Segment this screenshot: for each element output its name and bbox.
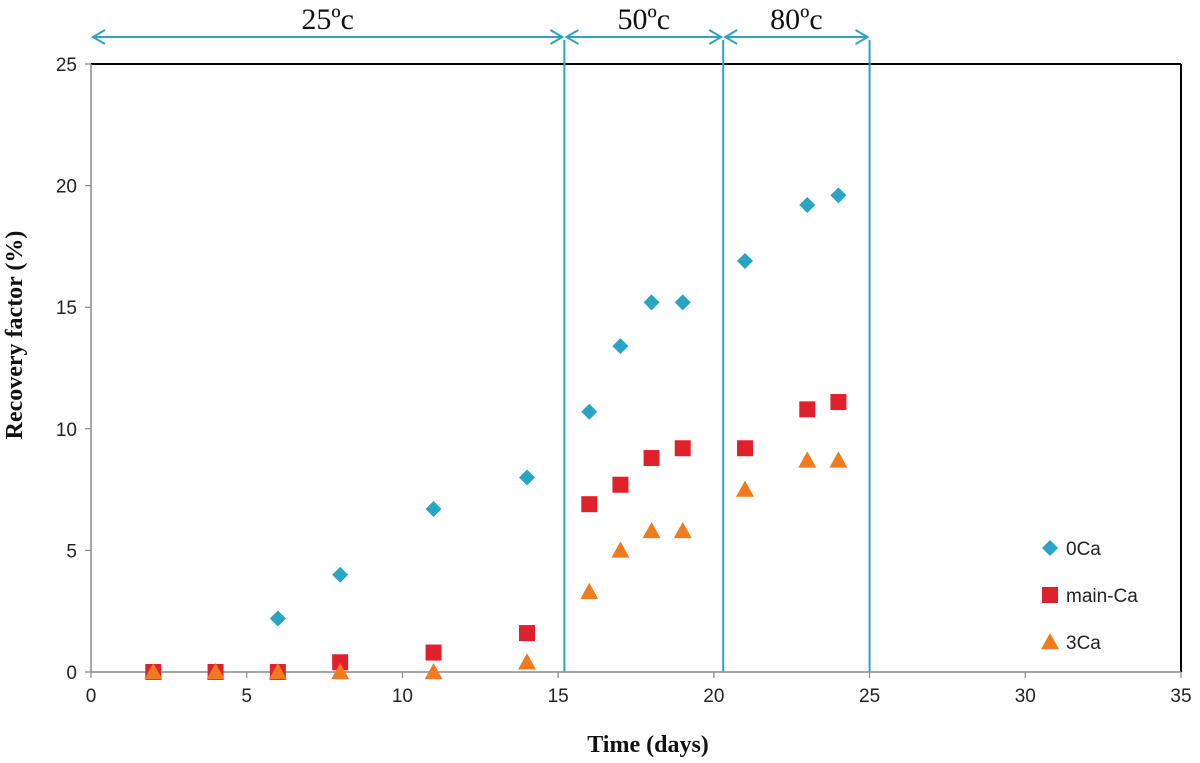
plot-frame bbox=[90, 63, 1182, 673]
legend-marker-diamond bbox=[1042, 540, 1058, 556]
stage-arrow-head-left bbox=[564, 29, 579, 45]
data-point-square bbox=[737, 440, 753, 457]
legend: 0Ca main-Ca 3Ca bbox=[1041, 539, 1138, 654]
stage-arrow-head-right bbox=[549, 29, 565, 45]
data-point-diamond bbox=[425, 501, 442, 518]
stage-arrow-head-right bbox=[855, 29, 870, 45]
temperature-stages: 25ºc 50ºc 80ºc bbox=[91, 3, 871, 672]
data-point-square bbox=[581, 496, 598, 513]
data-points bbox=[144, 187, 848, 680]
data-point-square bbox=[830, 394, 847, 411]
legend-marker-triangle bbox=[1041, 633, 1059, 650]
data-point-square bbox=[612, 476, 629, 493]
series-0ca-points bbox=[269, 187, 847, 627]
legend-label: 3Ca bbox=[1066, 633, 1101, 654]
y-tick-label: 5 bbox=[66, 541, 77, 562]
x-tick-label: 10 bbox=[392, 686, 413, 707]
data-point-triangle bbox=[798, 451, 817, 468]
data-point-diamond bbox=[830, 187, 847, 204]
data-point-square bbox=[674, 440, 691, 457]
data-point-triangle bbox=[424, 663, 443, 680]
series-main-ca-points bbox=[145, 394, 847, 680]
data-point-diamond bbox=[269, 610, 286, 627]
x-axis-ticks: 0 5 10 15 20 25 30 35 bbox=[86, 672, 1192, 707]
x-tick-label: 30 bbox=[1015, 686, 1036, 707]
y-tick-label: 10 bbox=[56, 420, 77, 441]
y-tick-label: 0 bbox=[66, 663, 77, 684]
data-point-square bbox=[519, 625, 535, 642]
data-point-triangle bbox=[580, 582, 599, 599]
stage-arrow-head-left bbox=[91, 29, 106, 45]
y-tick-label: 20 bbox=[56, 177, 77, 198]
x-tick-label: 0 bbox=[86, 686, 97, 707]
x-tick-label: 25 bbox=[859, 686, 880, 707]
data-point-triangle bbox=[518, 653, 536, 670]
data-point-triangle bbox=[642, 521, 661, 539]
stage-arrow-head-right bbox=[708, 29, 724, 45]
data-point-triangle bbox=[144, 663, 163, 680]
data-point-diamond bbox=[737, 252, 753, 269]
y-tick-label: 25 bbox=[56, 55, 77, 76]
data-point-diamond bbox=[799, 197, 816, 214]
data-point-diamond bbox=[674, 294, 691, 311]
data-point-square bbox=[332, 654, 349, 671]
data-point-diamond bbox=[643, 294, 660, 311]
stage-temperature-label: 50ºc bbox=[617, 3, 670, 36]
data-point-diamond bbox=[581, 403, 598, 420]
y-axis-ticks: 0 5 10 15 20 25 bbox=[56, 55, 91, 684]
data-point-square bbox=[425, 644, 442, 661]
y-tick-label: 15 bbox=[56, 298, 77, 319]
x-tick-label: 5 bbox=[241, 686, 252, 707]
data-point-triangle bbox=[206, 663, 225, 680]
data-point-triangle bbox=[611, 541, 630, 558]
data-point-square bbox=[643, 449, 660, 466]
legend-label: main-Ca bbox=[1066, 586, 1138, 607]
data-point-diamond bbox=[332, 566, 349, 583]
data-point-square bbox=[799, 401, 816, 418]
series-3ca-points bbox=[144, 451, 848, 680]
x-tick-label: 15 bbox=[548, 686, 569, 707]
stage-temperature-label: 25ºc bbox=[301, 3, 354, 36]
x-axis-title: Time (days) bbox=[587, 732, 709, 758]
data-point-triangle bbox=[829, 451, 848, 468]
data-point-diamond bbox=[519, 469, 535, 486]
stage-arrow-head-left bbox=[723, 29, 738, 45]
stage-temperature-label: 80ºc bbox=[770, 3, 823, 36]
data-point-triangle bbox=[331, 663, 350, 680]
data-point-triangle bbox=[268, 663, 287, 680]
data-point-triangle bbox=[736, 480, 754, 497]
data-point-diamond bbox=[612, 338, 629, 355]
data-point-triangle bbox=[673, 521, 692, 539]
x-tick-label: 20 bbox=[703, 686, 724, 707]
x-tick-label: 35 bbox=[1170, 686, 1191, 707]
legend-label: 0Ca bbox=[1066, 539, 1101, 560]
y-axis-title: Recovery factor (%) bbox=[2, 231, 28, 440]
legend-marker-square bbox=[1042, 587, 1058, 603]
